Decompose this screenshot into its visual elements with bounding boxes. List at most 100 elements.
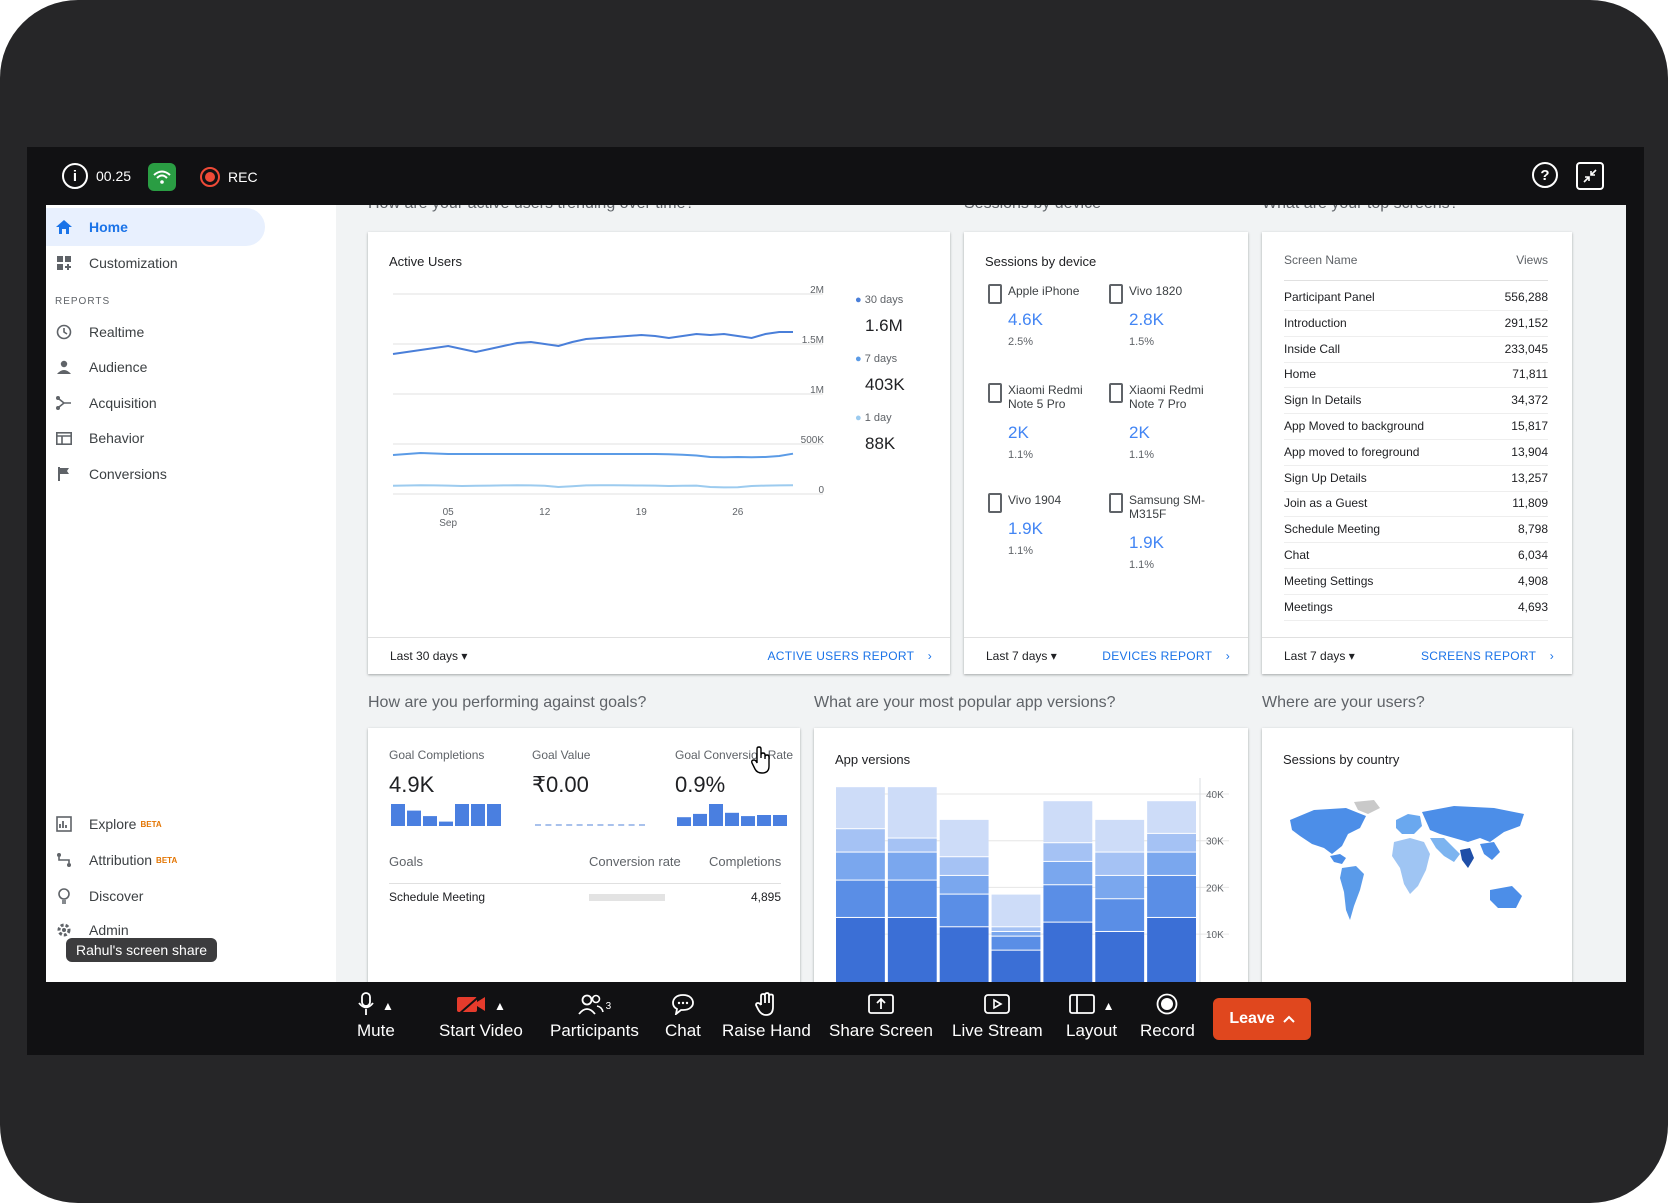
live-stream-button[interactable]: Live Stream (952, 991, 1043, 1041)
sidebar-item-label: Discover (89, 888, 144, 904)
bar-segment (1147, 852, 1196, 875)
recording-indicator[interactable]: REC (200, 167, 258, 187)
wifi-icon[interactable] (148, 163, 176, 191)
sparkline-bar (773, 815, 787, 826)
goals-table-header: Goals Conversion rate Completions (389, 854, 781, 884)
goal-completions-sparkline (391, 804, 501, 826)
y-tick-label: 30K (1206, 837, 1224, 848)
date-range-dropdown[interactable]: Last 7 days ▾ (986, 649, 1057, 663)
screen-views: 556,288 (1504, 290, 1548, 304)
bar-segment (1043, 801, 1093, 843)
layout-icon (1068, 993, 1095, 1019)
table-row[interactable]: Join as a Guest 11,809 (1284, 490, 1548, 518)
help-icon[interactable]: ? (1532, 162, 1558, 188)
card-title: App versions (835, 752, 911, 767)
table-row[interactable]: Meeting Settings 4,908 (1284, 568, 1548, 595)
table-row[interactable]: App Moved to background 15,817 (1284, 413, 1548, 440)
chevron-up-icon[interactable]: ▲ (381, 999, 394, 1013)
attribution-icon (55, 852, 73, 868)
sidebar-item-home[interactable]: Home (46, 208, 265, 246)
column-header: Completions (709, 854, 782, 869)
screen-views: 291,152 (1504, 315, 1548, 330)
device-percent: 1.5% (1129, 336, 1155, 348)
screens-report-link[interactable]: SCREENS REPORT › (1421, 649, 1554, 663)
table-row[interactable]: App moved to foreground 13,904 (1284, 439, 1548, 466)
layout-button[interactable]: ▲ Layout (1066, 991, 1117, 1041)
table-row[interactable]: Home 71,811 (1284, 361, 1548, 389)
screen-views: 71,811 (1512, 367, 1548, 382)
table-row[interactable]: Sign Up Details 13,257 (1284, 465, 1548, 492)
sidebar-item-explore[interactable]: Explore BETA (46, 805, 162, 843)
sidebar-item-label: Behavior (89, 430, 145, 446)
active-users-report-link[interactable]: ACTIVE USERS REPORT › (767, 649, 932, 663)
record-dot-icon (200, 167, 220, 187)
control-label: Mute (357, 1021, 395, 1040)
date-range-dropdown[interactable]: Last 30 days ▾ (390, 649, 467, 663)
sidebar-item-label: Admin (89, 922, 129, 938)
column-header: Screen Name (1284, 253, 1358, 267)
date-range-dropdown[interactable]: Last 7 days ▾ (1284, 649, 1355, 663)
card-title: Sessions by device (985, 254, 1097, 269)
sidebar-item-audience[interactable]: Audience (46, 348, 147, 386)
sidebar-item-realtime[interactable]: Realtime (46, 313, 144, 351)
device-value: 1.9K (1129, 533, 1164, 552)
device-percent: 1.1% (1008, 545, 1034, 557)
start-video-button[interactable]: ▲ Start Video (439, 991, 523, 1041)
y-tick-label: 0 (818, 485, 824, 496)
sidebar-item-behavior[interactable]: Behavior (46, 419, 144, 457)
exit-fullscreen-icon[interactable] (1576, 162, 1604, 190)
share-screen-icon (868, 993, 894, 1019)
person-icon (55, 360, 73, 374)
active-users-chart: 2M 1.5M 1M 500K 0 05 12 19 26 Sep (392, 285, 824, 529)
record-button[interactable]: Record (1140, 991, 1195, 1041)
mute-button[interactable]: ▲ Mute (357, 991, 395, 1041)
y-tick-label: 40K (1206, 790, 1224, 801)
goal-completions-value: 4.9K (389, 772, 435, 797)
sparkline-bar (741, 816, 755, 826)
series-line (392, 331, 793, 355)
goal-value-label: Goal Value (532, 748, 591, 762)
chevron-up-icon[interactable]: ▲ (493, 999, 506, 1013)
device-item: Xiaomi Redmi Note 5 Pro 2K 1.1% (986, 383, 1106, 461)
bar-segment (939, 819, 989, 857)
devices-card: Sessions by device Apple iPhone 4.6K 2.5… (964, 232, 1248, 674)
sidebar-item-admin[interactable]: Admin (46, 911, 129, 949)
sidebar-item-conversions[interactable]: Conversions (46, 455, 167, 493)
share-screen-button[interactable]: Share Screen (829, 991, 933, 1041)
world-map (1290, 800, 1524, 920)
bar-segment (836, 829, 885, 852)
table-row[interactable]: Chat 6,034 (1284, 542, 1548, 569)
screen-name: Sign Up Details (1284, 470, 1367, 485)
legend-value: 88K (865, 434, 896, 453)
sidebar-item-acquisition[interactable]: Acquisition (46, 384, 157, 422)
control-label: Chat (665, 1021, 701, 1040)
sparkline-bar (757, 815, 771, 826)
table-row[interactable]: Meetings 4,693 (1284, 594, 1548, 621)
device-item: Samsung SM-M315F 1.9K 1.1% (1107, 493, 1227, 571)
sidebar-item-customization[interactable]: Customization (46, 244, 178, 282)
devices-report-link[interactable]: DEVICES REPORT › (1102, 649, 1230, 663)
sparkline-bar (677, 817, 691, 826)
leave-button[interactable]: Leave (1213, 998, 1311, 1040)
chevron-up-icon[interactable]: ▲ (1102, 999, 1115, 1013)
table-row[interactable]: Schedule Meeting 8,798 (1284, 516, 1548, 544)
chat-button[interactable]: Chat (665, 991, 701, 1041)
table-row[interactable]: Inside Call 233,045 (1284, 336, 1548, 363)
bar-segment (1147, 875, 1196, 917)
sparkline-bar (439, 821, 453, 826)
table-row[interactable]: Sign In Details 34,372 (1284, 387, 1548, 415)
bar-segment (1147, 833, 1196, 852)
explore-icon (55, 816, 73, 832)
x-tick-sublabel: Sep (439, 518, 457, 529)
device-name: Xiaomi Redmi Note 7 Pro (1107, 383, 1227, 411)
table-row[interactable]: Introduction 291,152 (1284, 310, 1548, 337)
table-row[interactable]: Participant Panel 556,288 (1284, 284, 1548, 311)
participants-button[interactable]: 3 Participants (550, 991, 639, 1041)
screen-views: 6,034 (1517, 548, 1548, 562)
raise-hand-button[interactable]: Raise Hand (722, 991, 811, 1041)
info-icon[interactable]: i (62, 163, 88, 189)
device-percent: 1.1% (1129, 559, 1155, 571)
sidebar-item-discover[interactable]: Discover (46, 877, 143, 915)
sidebar-item-attribution[interactable]: Attribution BETA (46, 841, 177, 879)
screens-card: Screen Name Views Participant Panel 556,2… (1262, 232, 1572, 674)
